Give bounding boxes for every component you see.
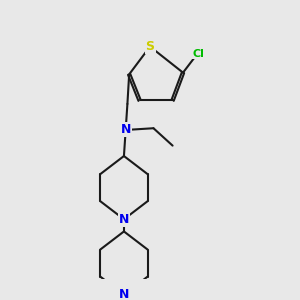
Text: S: S: [146, 40, 154, 53]
Text: N: N: [121, 124, 131, 136]
Text: N: N: [119, 213, 129, 226]
Text: Cl: Cl: [193, 49, 205, 58]
Text: N: N: [119, 288, 129, 300]
